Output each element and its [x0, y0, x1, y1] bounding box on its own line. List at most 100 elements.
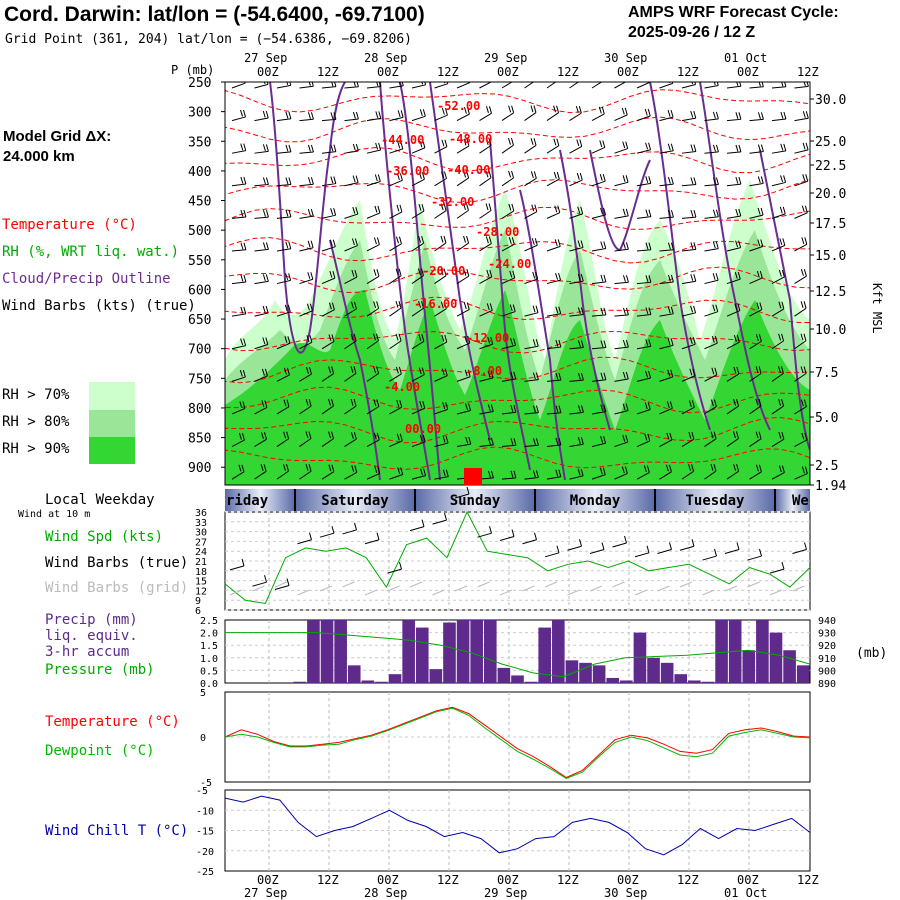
wind-barb-flag	[265, 337, 269, 345]
wind-barb-flag	[489, 526, 492, 534]
wind-barb-flag	[603, 404, 607, 412]
wind-barb-flag	[670, 209, 674, 218]
wind-barb	[434, 178, 447, 187]
precip-bar	[320, 620, 334, 683]
wind-barb-flag	[778, 398, 782, 406]
rh-level-swatch	[89, 382, 135, 410]
wind-barb-flag	[352, 206, 356, 214]
wind-barb-flag	[465, 403, 469, 411]
wind-barb-flag	[780, 366, 784, 374]
wind-barb	[681, 375, 696, 382]
wind-barb-flag	[557, 239, 561, 247]
wind-barb	[254, 470, 267, 480]
wind-barb-flag	[802, 174, 806, 181]
wind-barb-flag	[283, 367, 287, 375]
wind-barb	[344, 86, 359, 89]
wind-barb-grid	[612, 581, 625, 588]
wind-barb	[254, 280, 269, 285]
wind-barb-flag	[238, 464, 242, 472]
wind-barb-flag	[715, 177, 719, 185]
wind-barb	[546, 245, 561, 252]
wind-barb-flag	[670, 242, 674, 250]
wind-barb	[726, 310, 741, 317]
wind-barb	[794, 439, 808, 447]
kft-tick-label: 15.0	[815, 249, 846, 264]
wind-barb	[411, 475, 426, 480]
wind-barb-flag	[800, 301, 804, 308]
wind-barb-flag	[307, 112, 311, 119]
wind-barb	[794, 340, 807, 350]
wind-barb-flag	[306, 335, 310, 342]
wind-barb-flag	[398, 333, 402, 341]
wind-barb-flag	[625, 403, 629, 411]
wind-barb-flag	[535, 339, 539, 347]
wind-barb	[569, 280, 584, 285]
wind-barb	[614, 215, 629, 219]
wind-barb-flag	[758, 398, 762, 407]
wind-barb-flag	[445, 435, 449, 444]
wind-barb-flag	[579, 539, 582, 547]
wind-barb	[771, 181, 786, 187]
wind-barb-flag	[512, 270, 516, 278]
wind-barb	[411, 441, 426, 448]
cloud-outline	[649, 82, 711, 431]
temperature-contour-label: -48.00	[449, 132, 492, 146]
wind-barb-flag	[487, 437, 491, 445]
wind-barb	[434, 83, 448, 89]
wind-barb-flag	[305, 464, 309, 471]
precip-bar	[565, 660, 579, 683]
precip-bar	[674, 674, 688, 683]
cloud-outline	[329, 239, 381, 481]
wind-barb	[659, 344, 674, 350]
wind-barb	[591, 281, 606, 285]
wind-barb-grid	[342, 581, 355, 588]
wind-barb-flag	[376, 432, 380, 440]
wind-barb-flag	[737, 303, 741, 311]
precip-bar	[511, 675, 524, 683]
model-grid-value: 24.000 km	[3, 148, 75, 165]
wind-barb-flag	[580, 307, 584, 315]
windchill-tick-label: -20	[196, 847, 214, 858]
wind-barb-flag	[284, 304, 288, 312]
rh-level-label: RH > 90%	[2, 441, 70, 457]
wind-barb-flag	[577, 240, 581, 248]
wind-barb	[299, 405, 312, 415]
wind-barb-flag	[737, 271, 741, 280]
wind-barb	[794, 406, 807, 415]
wind-barb-flag	[645, 176, 649, 183]
wind-barb	[726, 118, 741, 122]
wind-barb-flag	[467, 369, 471, 377]
wind-barb-flag	[669, 432, 673, 441]
wind-barb-flag	[262, 144, 266, 152]
wind-barb	[659, 249, 674, 252]
wind-barb	[456, 209, 469, 219]
wind-barb	[319, 532, 335, 538]
wind-barb-flag	[462, 203, 466, 211]
wind-barb	[704, 406, 717, 415]
wind-barb-flag	[351, 269, 355, 277]
temperature-contour	[225, 386, 810, 414]
wind-barb	[254, 343, 268, 350]
wind-barb	[366, 244, 380, 252]
wind-barb-flag	[690, 144, 694, 152]
bottom-hour-label: 00Z	[617, 873, 639, 887]
wind-barb	[726, 278, 741, 285]
legend-rh: RH (%, WRT liq. wat.)	[2, 244, 180, 260]
wind-barb	[749, 118, 764, 122]
wind-tick-label: 12	[195, 586, 207, 597]
wind-barb-grid	[567, 589, 580, 596]
wind-barb	[321, 309, 335, 317]
legend-temperature: Temperature (°C)	[2, 217, 137, 233]
wind-barb-flag	[420, 468, 424, 476]
precip-bar	[606, 677, 620, 683]
wind-barb-flag	[758, 366, 762, 374]
temperature-contour-label: -12.00	[466, 331, 509, 345]
weekday-cell	[415, 489, 535, 511]
wind-barb-flag	[715, 209, 719, 217]
wind-barb	[544, 552, 560, 558]
wind-barb-flag	[553, 73, 555, 80]
wind-barb-flag	[531, 73, 533, 80]
wind-barb	[411, 407, 425, 415]
wind-barb	[366, 275, 380, 285]
wind-barb-flag	[600, 372, 604, 380]
